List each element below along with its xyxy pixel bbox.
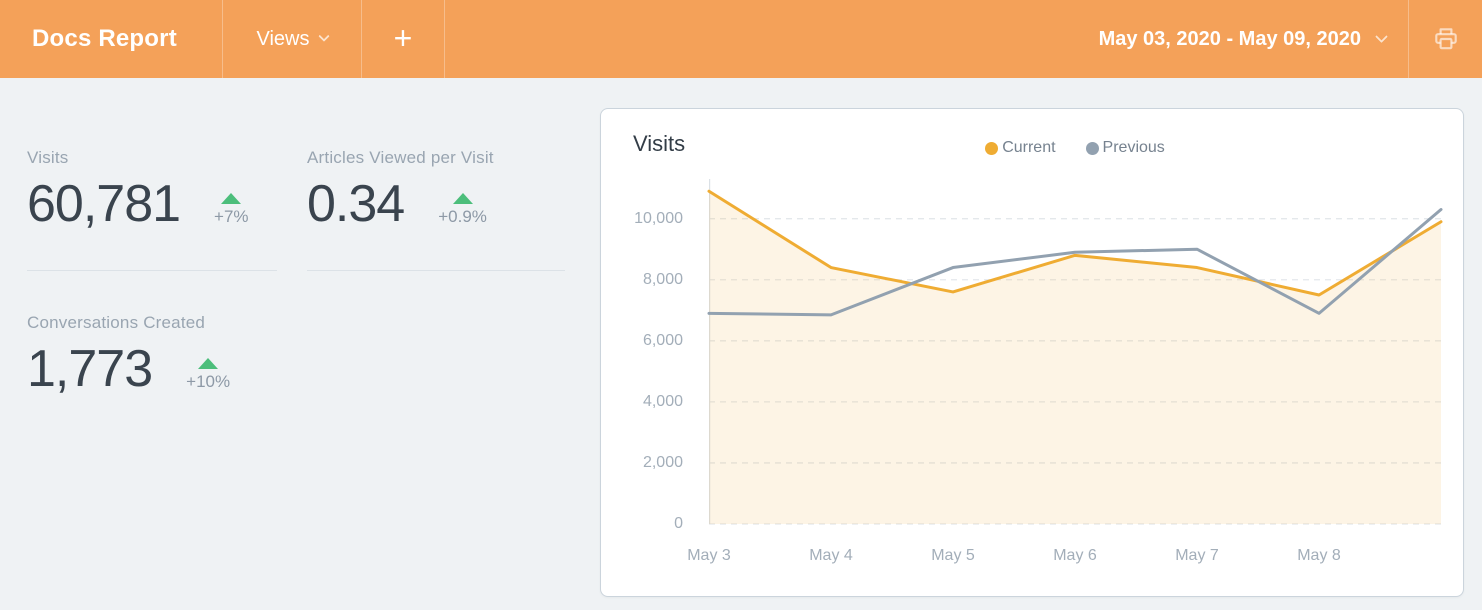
y-axis: 0 2,000 4,000 6,000 8,000 10,000	[601, 179, 696, 532]
y-axis-tick: 4,000	[642, 392, 683, 410]
app-header: Docs Report Views + May 03, 2020 - May 0…	[0, 0, 1482, 78]
x-axis-tick: May 6	[1053, 547, 1097, 564]
x-axis-tick: May 7	[1175, 547, 1219, 564]
metric-delta-text: +0.9%	[438, 207, 487, 226]
date-range-picker[interactable]: May 03, 2020 - May 09, 2020	[1077, 0, 1409, 78]
date-range-text: May 03, 2020 - May 09, 2020	[1098, 27, 1361, 50]
metric-label: Articles Viewed per Visit	[307, 148, 494, 167]
y-axis-tick: 2,000	[642, 453, 683, 471]
metric-value: 0.34	[307, 175, 405, 233]
trend-up-icon	[452, 193, 473, 204]
x-axis-tick: May 8	[1297, 547, 1341, 564]
y-axis-tick: 0	[674, 515, 683, 532]
legend-label: Previous	[1102, 139, 1165, 156]
metric-articles-per-visit[interactable]: Articles Viewed per Visit 0.34 +0.9%	[307, 110, 565, 271]
chevron-down-icon	[317, 30, 330, 42]
y-axis-tick: 10,000	[634, 209, 683, 227]
metric-conversations-created[interactable]: Conversations Created 1,773 +10%	[27, 271, 277, 435]
visits-chart-card: Visits Current Previous 0 2,000 4,000 6,000…	[600, 108, 1464, 597]
visits-line-chart	[707, 179, 1443, 525]
x-axis-tick: May 5	[931, 547, 975, 564]
chevron-down-icon	[1375, 29, 1388, 43]
report-title-text: Docs Report	[32, 25, 177, 52]
series-area-current	[709, 191, 1441, 524]
metric-delta: +7%	[214, 193, 249, 227]
metric-value: 60,781	[27, 175, 181, 233]
metric-delta-text: +7%	[214, 207, 249, 226]
metric-value: 1,773	[27, 340, 153, 398]
print-button[interactable]	[1409, 0, 1482, 78]
legend-item-current: Current	[985, 139, 1056, 157]
views-dropdown-label: Views	[256, 27, 310, 50]
metric-empty-cell	[307, 271, 565, 435]
metric-delta-text: +10%	[186, 372, 231, 391]
metric-label: Visits	[27, 148, 69, 167]
header-spacer	[445, 0, 1077, 78]
x-axis-tick: May 4	[809, 547, 853, 564]
x-axis: May 3 May 4 May 5 May 6 May 7 May 8	[687, 547, 1441, 567]
report-content: Visits 60,781 +7% Articles Viewed per Vi…	[0, 78, 1482, 610]
legend-item-previous: Previous	[1085, 139, 1165, 157]
metric-label: Conversations Created	[27, 313, 206, 332]
metrics-panel: Visits 60,781 +7% Articles Viewed per Vi…	[27, 110, 567, 435]
current-series-dot-icon	[985, 141, 999, 155]
printer-icon	[1434, 28, 1457, 50]
views-dropdown[interactable]: Views	[223, 0, 362, 78]
chart-plot-area[interactable]	[707, 179, 1443, 525]
plus-icon: +	[393, 19, 413, 56]
series-line-current	[707, 189, 1443, 297]
previous-series-dot-icon	[1085, 141, 1099, 155]
metric-visits[interactable]: Visits 60,781 +7%	[27, 110, 277, 271]
legend-label: Current	[1002, 139, 1056, 156]
x-axis-tick: May 3	[687, 547, 731, 564]
metric-delta: +0.9%	[438, 193, 487, 227]
trend-up-icon	[221, 193, 242, 204]
report-title: Docs Report	[0, 0, 223, 78]
trend-up-icon	[198, 358, 219, 369]
series-line-previous	[707, 208, 1443, 317]
add-view-button[interactable]: +	[362, 0, 445, 78]
metric-delta: +10%	[186, 358, 230, 392]
y-axis-tick: 6,000	[642, 331, 683, 349]
y-axis-tick: 8,000	[642, 270, 683, 288]
chart-legend: Current Previous	[709, 139, 1441, 157]
chart-title: Visits	[633, 131, 686, 156]
